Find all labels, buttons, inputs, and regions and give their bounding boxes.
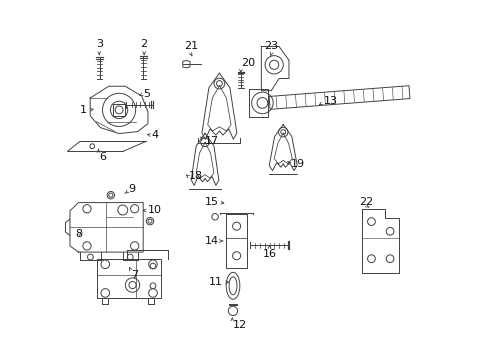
Text: 13: 13 bbox=[323, 96, 337, 106]
Text: 15: 15 bbox=[204, 197, 218, 207]
Text: 21: 21 bbox=[183, 41, 197, 50]
Text: 8: 8 bbox=[75, 229, 82, 239]
Text: 12: 12 bbox=[233, 320, 246, 330]
Text: 1: 1 bbox=[80, 105, 86, 115]
Text: 10: 10 bbox=[147, 206, 162, 216]
Text: 9: 9 bbox=[128, 184, 135, 194]
Text: 18: 18 bbox=[188, 171, 203, 181]
Text: 7: 7 bbox=[131, 270, 139, 280]
Text: 14: 14 bbox=[205, 236, 219, 246]
Bar bbox=[225, 214, 247, 268]
Text: 5: 5 bbox=[143, 89, 150, 99]
Text: 3: 3 bbox=[96, 39, 102, 49]
Text: 23: 23 bbox=[264, 41, 278, 50]
Text: 19: 19 bbox=[290, 159, 305, 169]
Text: 20: 20 bbox=[241, 58, 255, 68]
Text: 22: 22 bbox=[359, 197, 373, 207]
Text: 16: 16 bbox=[262, 248, 276, 258]
Text: 2: 2 bbox=[140, 39, 147, 49]
Text: 6: 6 bbox=[99, 152, 106, 162]
Text: 4: 4 bbox=[151, 130, 158, 140]
Text: 17: 17 bbox=[204, 136, 218, 145]
Text: 11: 11 bbox=[208, 277, 223, 287]
